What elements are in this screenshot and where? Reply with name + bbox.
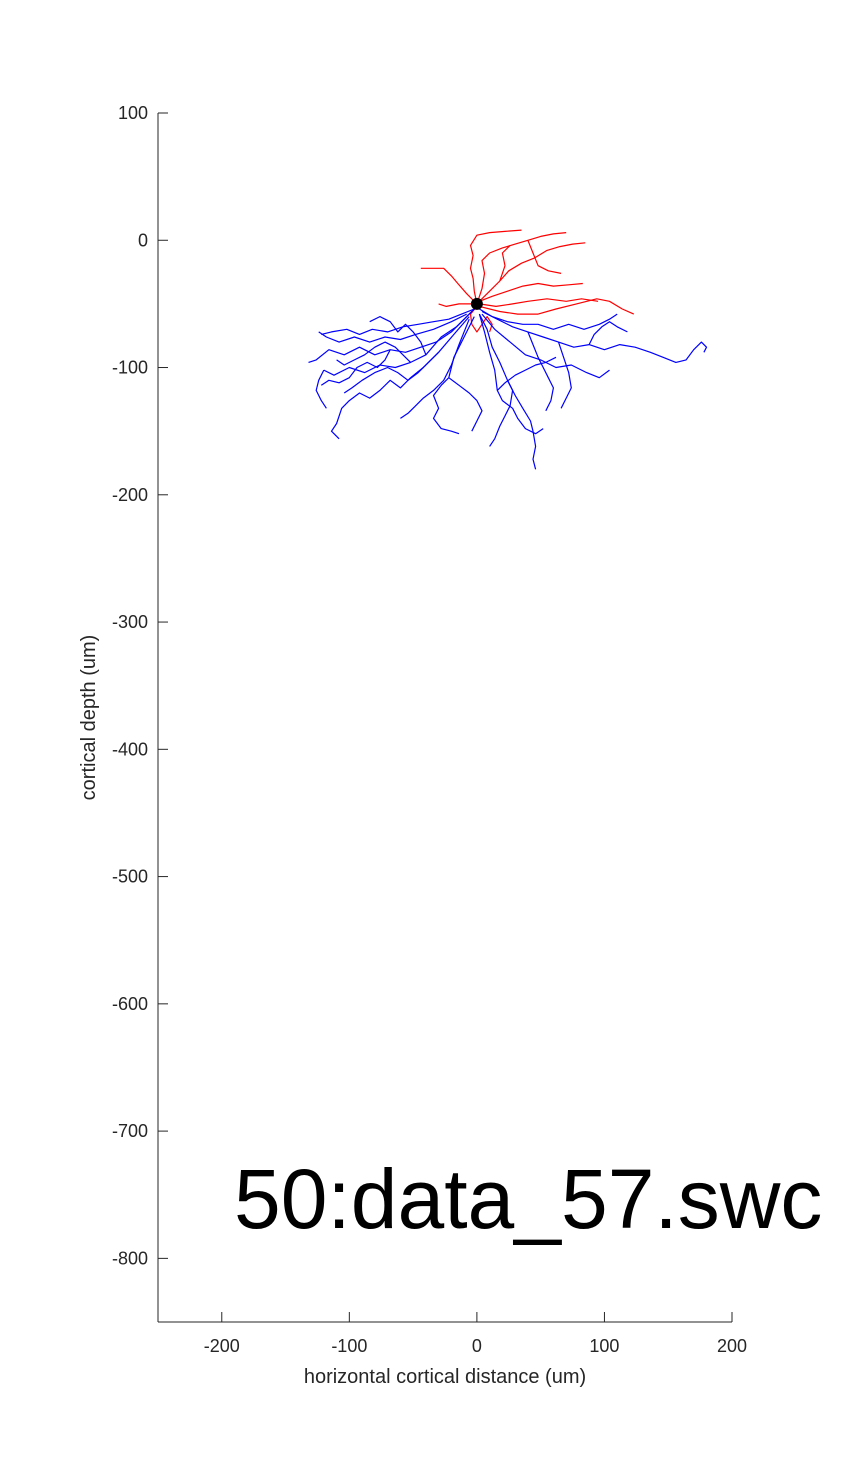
- x-tick-label: 100: [589, 1336, 619, 1356]
- neurite-branch: [315, 369, 327, 409]
- y-tick-label: -800: [112, 1248, 148, 1268]
- neurite-branch: [527, 331, 555, 412]
- y-tick-label: 100: [118, 103, 148, 123]
- axes: 100 0 -100 -200 -300 -400 -500 -600 -700 -800 -20…: [112, 103, 747, 1356]
- red-series: [420, 229, 635, 333]
- blue-series: [308, 305, 708, 470]
- y-tick-label: -100: [112, 358, 148, 378]
- neurite-branch: [318, 313, 467, 343]
- neurite-branch: [308, 305, 478, 363]
- neurite-branch: [420, 267, 478, 305]
- neurite-branch: [481, 313, 610, 379]
- neurite-branch: [588, 321, 628, 345]
- neurite-traces: [308, 229, 708, 470]
- neurite-branch: [557, 341, 572, 409]
- x-ticks: -200 -100 0 100 200: [204, 1312, 747, 1356]
- y-ticks: 100 0 -100 -200 -300 -400 -500 -600 -700 -800: [112, 103, 168, 1268]
- neurite-branch: [469, 306, 493, 333]
- y-axis-label: cortical depth (um): [78, 635, 100, 801]
- neurite-branch: [479, 308, 618, 330]
- neurite-branch: [479, 298, 599, 307]
- neurite-branch: [476, 232, 567, 305]
- x-tick-label: 0: [472, 1336, 482, 1356]
- neurite-branch: [481, 310, 708, 363]
- y-tick-label: -700: [112, 1121, 148, 1141]
- y-tick-label: -500: [112, 867, 148, 887]
- neurite-branch: [527, 240, 562, 274]
- y-tick-label: -200: [112, 485, 148, 505]
- neurite-branch: [343, 351, 440, 394]
- y-tick-label: -600: [112, 994, 148, 1014]
- y-tick-label: -300: [112, 612, 148, 632]
- x-axis-label: horizontal cortical distance (um): [304, 1366, 586, 1388]
- neurite-branch: [448, 377, 483, 432]
- neurite-branch: [469, 229, 522, 305]
- soma-marker: [470, 297, 483, 310]
- neurite-branch: [323, 311, 473, 376]
- y-tick-label: -400: [112, 739, 148, 759]
- file-annotation: 50:data_57.swc: [234, 1152, 822, 1246]
- neurite-branch: [499, 244, 511, 282]
- neurite-branch: [400, 318, 470, 419]
- neurite-branch: [438, 303, 477, 307]
- neurite-branch: [478, 242, 586, 302]
- neurite-branch: [479, 298, 635, 315]
- x-tick-label: -200: [204, 1336, 240, 1356]
- neurite-branch: [496, 356, 557, 391]
- x-tick-label: 200: [717, 1336, 747, 1356]
- neurite-branch: [489, 380, 514, 447]
- x-tick-label: -100: [331, 1336, 367, 1356]
- neurite-branch: [369, 316, 427, 356]
- neurite-branch: [478, 313, 537, 470]
- neurite-branch: [478, 313, 544, 435]
- neurite-branch: [320, 349, 391, 386]
- y-tick-label: 0: [138, 230, 148, 250]
- neurite-branch: [336, 341, 412, 366]
- neurite-branch: [479, 282, 583, 302]
